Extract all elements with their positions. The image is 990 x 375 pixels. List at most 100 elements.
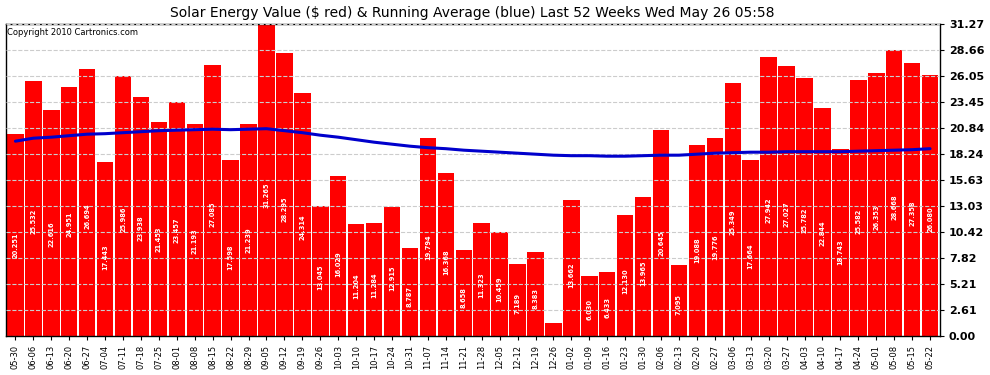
Bar [168, 102, 185, 336]
Text: 17.598: 17.598 [228, 244, 234, 270]
Text: 25.782: 25.782 [802, 207, 808, 233]
Text: 25.532: 25.532 [31, 209, 37, 234]
Bar [384, 207, 400, 336]
Bar [868, 73, 884, 336]
Text: 13.045: 13.045 [318, 265, 324, 290]
Bar [455, 250, 472, 336]
Bar [886, 50, 903, 336]
Text: 13.662: 13.662 [568, 262, 574, 288]
Text: 25.986: 25.986 [120, 207, 126, 232]
Text: 7.095: 7.095 [676, 294, 682, 315]
Bar [420, 138, 437, 336]
Text: 27.942: 27.942 [765, 198, 771, 223]
Text: 25.349: 25.349 [730, 209, 736, 235]
Bar [150, 122, 167, 336]
Text: 23.938: 23.938 [138, 216, 144, 241]
Bar [61, 87, 77, 336]
Bar [258, 24, 275, 336]
Bar [276, 53, 293, 336]
Text: 8.787: 8.787 [407, 286, 413, 307]
Text: 24.314: 24.314 [299, 214, 305, 240]
Text: 12.915: 12.915 [389, 265, 395, 291]
Text: 24.951: 24.951 [66, 211, 72, 237]
Bar [312, 206, 329, 336]
Text: 11.204: 11.204 [353, 273, 359, 298]
Bar [473, 223, 490, 336]
Text: 28.668: 28.668 [891, 194, 897, 220]
Bar [43, 110, 59, 336]
Bar [115, 76, 132, 336]
Bar [581, 276, 598, 336]
Text: 17.664: 17.664 [747, 244, 753, 270]
Bar [850, 80, 866, 336]
Text: 7.189: 7.189 [515, 293, 521, 314]
Bar [509, 264, 526, 336]
Text: 25.582: 25.582 [855, 209, 861, 234]
Text: 26.353: 26.353 [873, 205, 879, 230]
Text: 10.459: 10.459 [497, 276, 503, 302]
Text: 20.645: 20.645 [658, 231, 664, 256]
Text: 12.130: 12.130 [622, 269, 629, 294]
Text: 19.776: 19.776 [712, 234, 718, 260]
Text: 11.284: 11.284 [371, 273, 377, 298]
Bar [778, 66, 795, 336]
Bar [25, 81, 42, 336]
Bar [528, 252, 544, 336]
Bar [294, 93, 311, 336]
Bar [330, 176, 346, 336]
Bar [760, 57, 777, 336]
Bar [635, 196, 651, 336]
Bar [904, 63, 921, 336]
Bar [599, 272, 616, 336]
Text: 6.433: 6.433 [604, 297, 610, 318]
Text: 16.368: 16.368 [443, 250, 448, 275]
Bar [545, 322, 561, 336]
Text: 18.743: 18.743 [838, 239, 843, 265]
Text: 28.295: 28.295 [281, 196, 287, 222]
Text: 27.358: 27.358 [909, 200, 915, 226]
Bar [241, 124, 256, 336]
Text: Copyright 2010 Cartronics.com: Copyright 2010 Cartronics.com [7, 28, 139, 37]
Text: 22.616: 22.616 [49, 222, 54, 247]
Bar [186, 124, 203, 336]
Bar [725, 83, 742, 336]
Bar [671, 265, 687, 336]
Text: 17.443: 17.443 [102, 245, 108, 270]
Bar [814, 108, 831, 336]
Text: 8.658: 8.658 [460, 287, 466, 308]
Text: 27.085: 27.085 [210, 201, 216, 227]
Bar [563, 200, 579, 336]
Bar [366, 224, 382, 336]
Text: 22.844: 22.844 [820, 220, 826, 246]
Bar [833, 149, 848, 336]
Text: 26.694: 26.694 [84, 203, 90, 229]
Bar [689, 145, 705, 336]
Text: 11.323: 11.323 [479, 272, 485, 298]
Text: 19.088: 19.088 [694, 237, 700, 263]
Bar [223, 160, 239, 336]
Bar [796, 78, 813, 336]
Bar [79, 69, 95, 336]
Bar [922, 75, 939, 336]
Bar [402, 248, 418, 336]
Text: 31.265: 31.265 [263, 183, 269, 208]
Text: 21.453: 21.453 [155, 227, 162, 252]
Bar [133, 97, 149, 336]
Text: 16.029: 16.029 [336, 251, 342, 277]
Text: 8.383: 8.383 [533, 288, 539, 309]
Text: 21.193: 21.193 [192, 228, 198, 254]
Bar [347, 224, 364, 336]
Bar [438, 172, 454, 336]
Text: 21.239: 21.239 [246, 228, 251, 254]
Text: 6.030: 6.030 [586, 298, 592, 320]
Bar [742, 159, 759, 336]
Text: 23.457: 23.457 [174, 218, 180, 243]
Bar [7, 134, 24, 336]
Bar [491, 232, 508, 336]
Bar [707, 138, 723, 336]
Title: Solar Energy Value ($ red) & Running Average (blue) Last 52 Weeks Wed May 26 05:: Solar Energy Value ($ red) & Running Ave… [170, 6, 775, 20]
Bar [652, 130, 669, 336]
Text: 19.794: 19.794 [425, 234, 431, 260]
Bar [617, 215, 634, 336]
Bar [97, 162, 113, 336]
